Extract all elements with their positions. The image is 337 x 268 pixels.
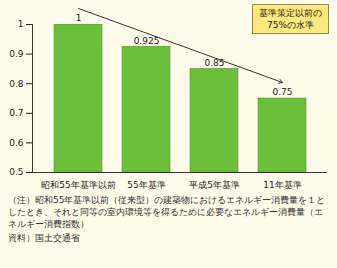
svg-text:1: 1 — [18, 19, 24, 29]
svg-text:0.85: 0.85 — [204, 58, 224, 68]
svg-text:11年基準: 11年基準 — [263, 180, 301, 190]
svg-text:0.75: 0.75 — [272, 87, 292, 97]
html-text:資料）国土交通省: 資料）国土交通省 — [8, 233, 80, 243]
svg-text:0.5: 0.5 — [9, 167, 23, 177]
svg-text:55年基準: 55年基準 — [127, 180, 165, 190]
html-text:（注）昭和55年基準以前（従来型）の建築物におけるエネルギー: （注）昭和55年基準以前（従来型）の建築物におけるエネルギー消費量を１としたとき… — [8, 195, 326, 229]
svg-text:0.9: 0.9 — [9, 49, 24, 59]
svg-text:0.6: 0.6 — [9, 138, 24, 148]
svg-text:0.8: 0.8 — [9, 79, 24, 89]
svg-text:1: 1 — [76, 13, 82, 23]
svg-text:0.925: 0.925 — [134, 36, 160, 46]
html-text:基準策定以前の 75%の水準: 基準策定以前の 75%の水準 — [259, 8, 322, 30]
svg-text:昭和55年基準以前: 昭和55年基準以前 — [41, 180, 115, 190]
svg-text:平成5年基準: 平成5年基準 — [189, 180, 240, 190]
svg-text:0.7: 0.7 — [9, 108, 23, 118]
